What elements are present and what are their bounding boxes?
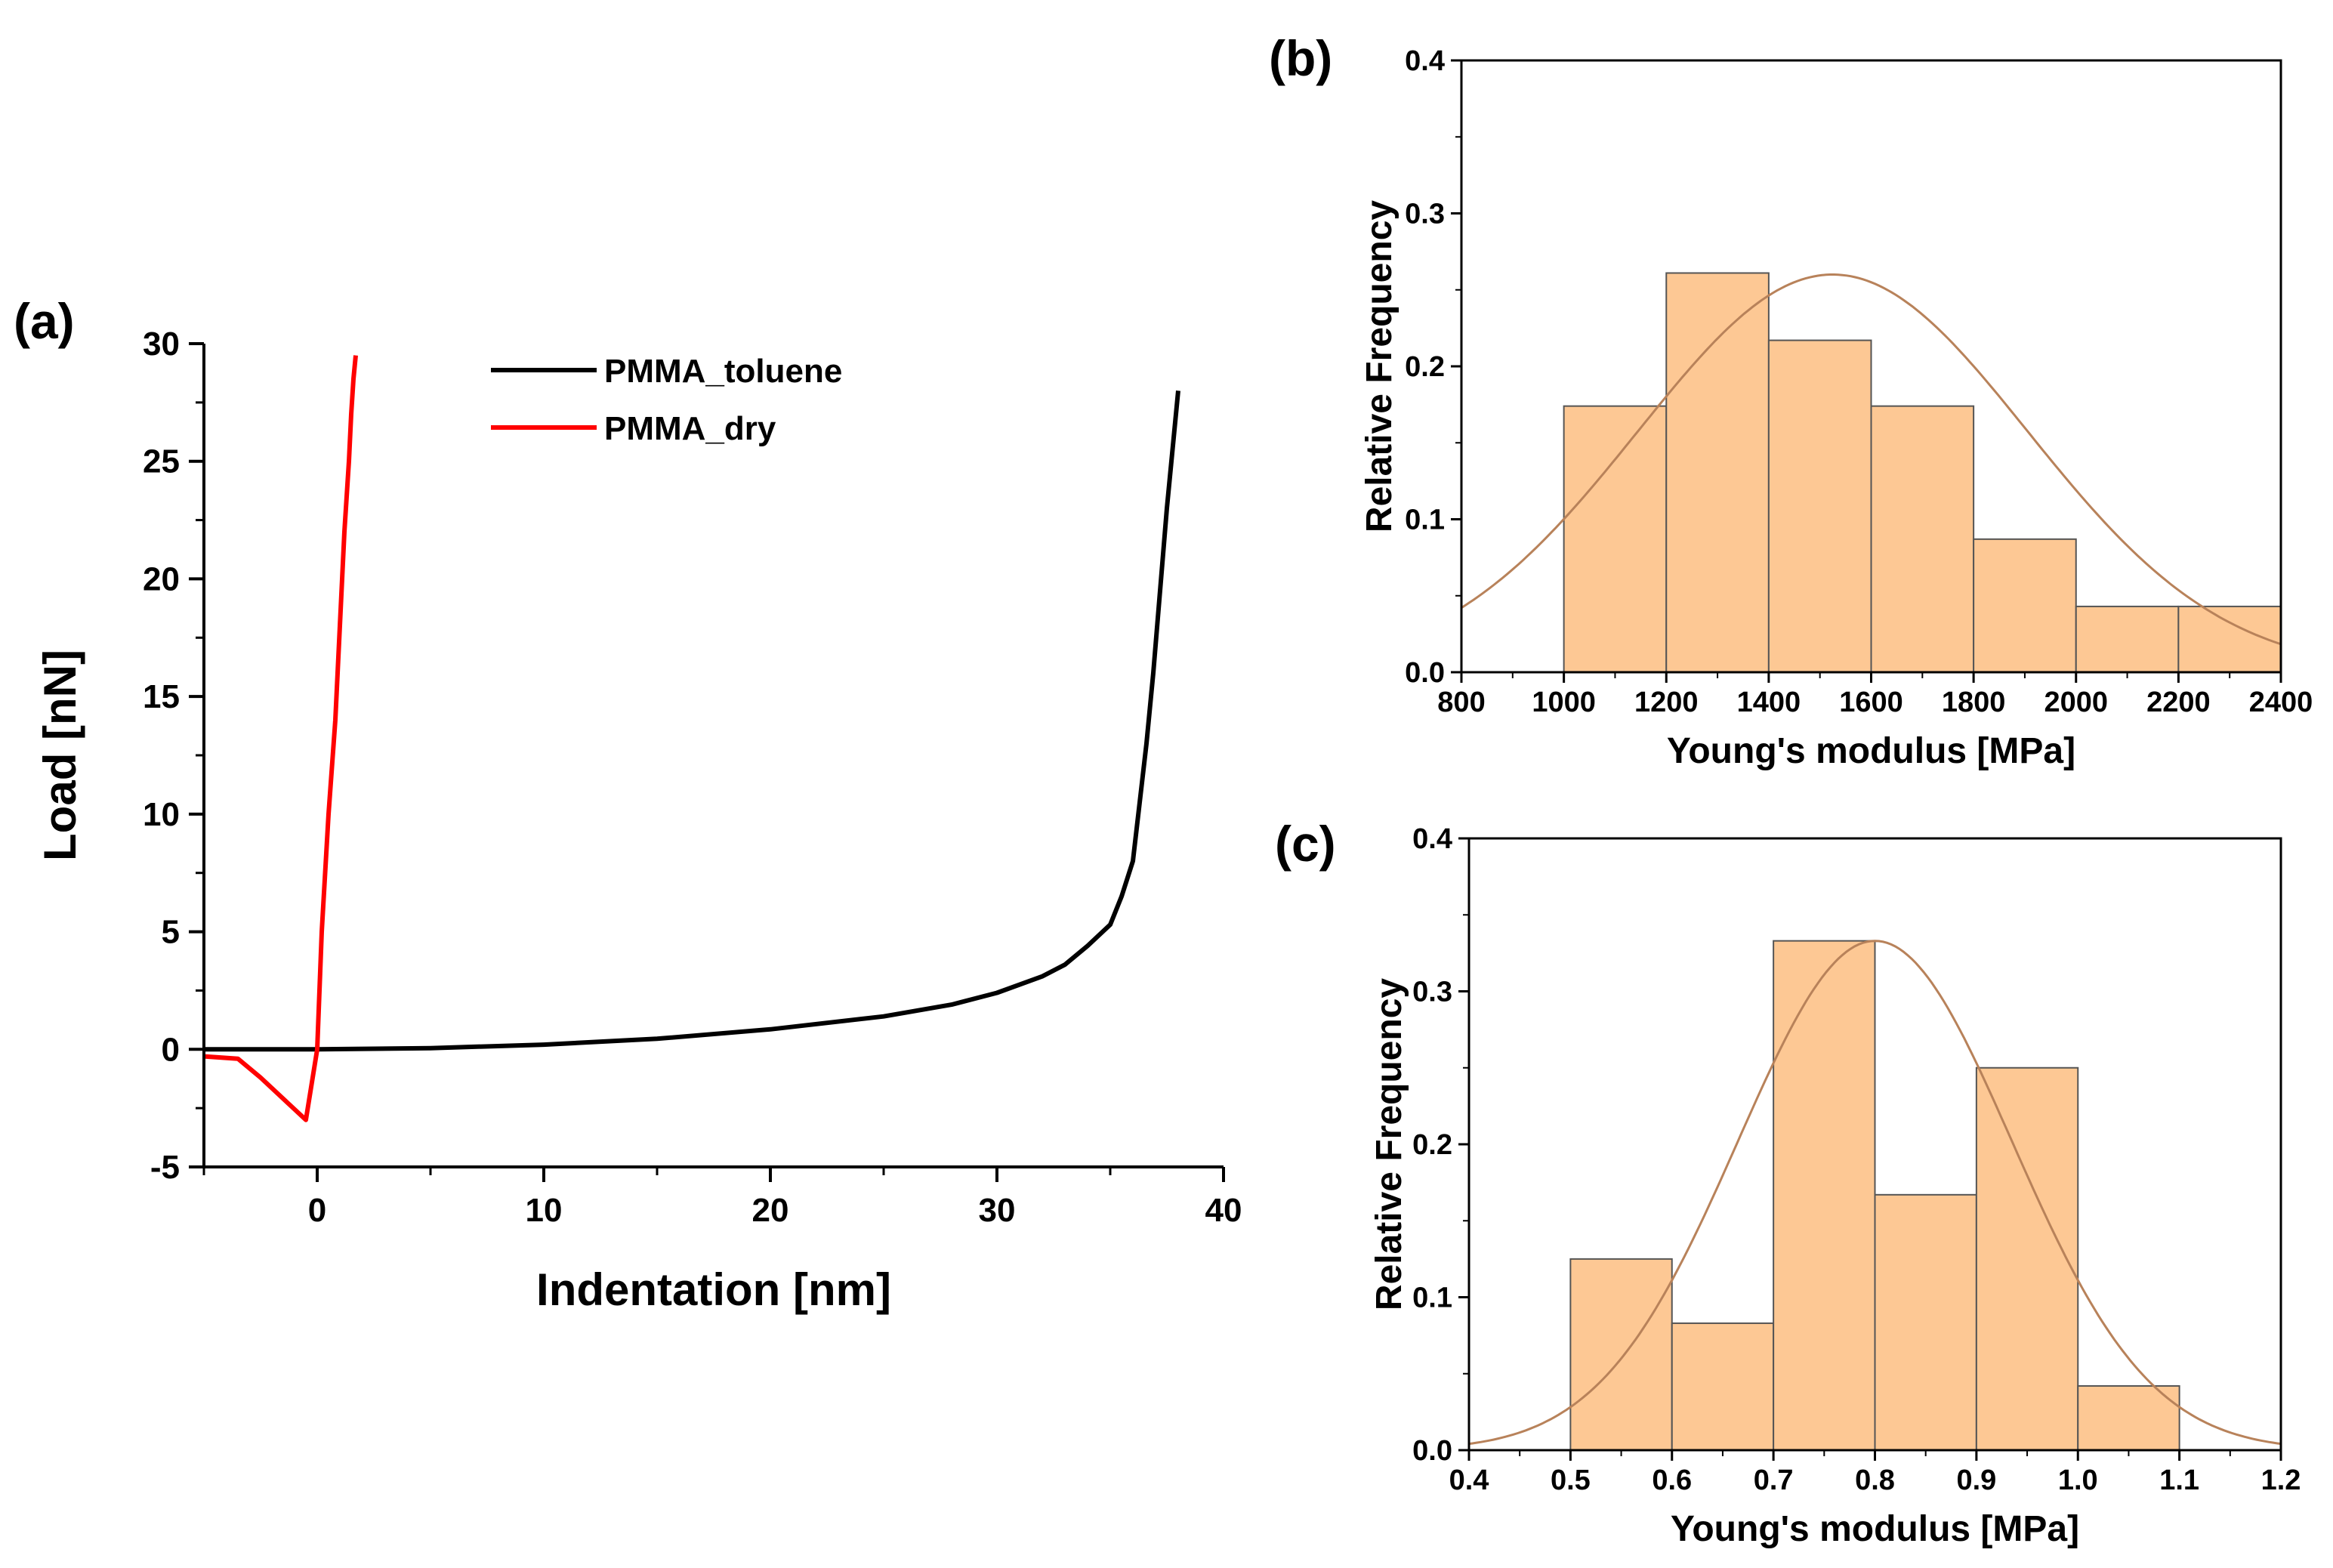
y-tick-label: 0.3 (1405, 199, 1445, 230)
series-line-pmma-dry (203, 355, 358, 1122)
x-tick-label: 2400 (2249, 687, 2313, 718)
x-tick-label: 1.1 (2159, 1465, 2199, 1496)
y-tick-label: 0 (162, 1031, 180, 1068)
y-tick-label: 30 (143, 326, 180, 363)
y-tick-label: 0.3 (1412, 977, 1452, 1008)
y-axis-title: Relative Frequency (1369, 978, 1409, 1310)
gaussian-fit-curve (1468, 940, 2282, 1446)
panel-a-load-indentation-chart: (a) 0 10 20 30 40 -5 0 5 10 15 20 25 30 Indentation [n… (14, 293, 1242, 1315)
x-tick-label: 1400 (1737, 687, 1801, 718)
x-axis-title: Young's modulus [MPa] (1667, 731, 2075, 771)
x-axis-title: Young's modulus [MPa] (1671, 1509, 2079, 1549)
histogram-bar (1975, 1066, 2079, 1451)
y-axis-title: Load [nN] (35, 650, 85, 861)
histogram-bar (2075, 605, 2180, 673)
histogram-bar (1665, 272, 1770, 674)
x-tick-label: 20 (752, 1192, 789, 1229)
x-tick-label: 0.4 (1449, 1465, 1489, 1496)
histogram-bar (1569, 1258, 1673, 1451)
x-tick-label: 1200 (1634, 687, 1699, 718)
x-tick-label: 1800 (1942, 687, 2006, 718)
x-tick-label: 1.0 (2058, 1465, 2098, 1496)
x-tick-label: 30 (979, 1192, 1016, 1229)
x-tick-label: 0.7 (1754, 1465, 1794, 1496)
y-tick-label: 0.4 (1405, 45, 1445, 77)
histogram-bar (1563, 405, 1668, 674)
x-tick-label: 10 (526, 1192, 563, 1229)
x-tick-label: 1000 (1532, 687, 1596, 718)
y-tick-label: 0.0 (1405, 657, 1445, 689)
gaussian-fit-curve (1461, 273, 2282, 646)
y-axis-title: Relative Frequency (1359, 200, 1399, 532)
x-tick-label: 2200 (2146, 687, 2211, 718)
histogram-bar (1874, 1193, 1977, 1451)
x-tick-label: 1600 (1839, 687, 1903, 718)
legend-label: PMMA_dry (604, 410, 776, 447)
y-tick-label: 0.2 (1405, 351, 1445, 383)
panel-label-c: (c) (1275, 816, 1336, 872)
histogram-bar (2077, 1384, 2180, 1451)
y-tick-label: 15 (143, 678, 180, 715)
histogram-bar (1870, 405, 1975, 674)
x-tick-label: 0.9 (1956, 1465, 1996, 1496)
legend-label: PMMA_toluene (604, 353, 842, 390)
y-tick-label: 0.0 (1412, 1435, 1452, 1467)
y-tick-label: 10 (143, 796, 180, 833)
histogram-bar (1973, 538, 2077, 674)
histogram-bar (1767, 339, 1872, 673)
y-tick-label: 0.1 (1405, 505, 1445, 536)
y-tick-label: 0.1 (1412, 1282, 1452, 1314)
y-tick-label: 0.4 (1412, 823, 1452, 855)
y-tick-label: 20 (143, 560, 180, 597)
x-tick-label: 0.5 (1551, 1465, 1591, 1496)
x-tick-label: 40 (1205, 1192, 1242, 1229)
series-line-pmma-toluene (204, 390, 1180, 1052)
panel-c-histogram: (c) 0.4 0.5 0.6 0.7 0.8 0.9 1.0 1.1 1.2 0.0 0.1 0.2 0… (1275, 816, 2301, 1549)
y-tick-label: -5 (150, 1149, 180, 1186)
y-tick-label: 25 (143, 443, 180, 480)
x-tick-label: 0.8 (1855, 1465, 1895, 1496)
x-tick-label: 2000 (2044, 687, 2108, 718)
y-tick-label: 5 (162, 914, 180, 951)
x-tick-label: 1.2 (2261, 1465, 2301, 1496)
x-tick-label: 0.6 (1652, 1465, 1692, 1496)
histogram-bar (1773, 940, 1876, 1452)
panel-label-a: (a) (14, 293, 75, 349)
y-tick-label: 0.2 (1412, 1129, 1452, 1161)
x-axis-title: Indentation [nm] (536, 1264, 891, 1315)
x-tick-label: 0 (308, 1192, 326, 1229)
panel-b-histogram: (b) 800 1000 1200 1400 1600 1800 2000 2200 2400 0.… (1269, 30, 2313, 771)
histogram-bar (1671, 1322, 1775, 1452)
panel-label-b: (b) (1269, 30, 1332, 86)
x-tick-label: 800 (1437, 687, 1485, 718)
